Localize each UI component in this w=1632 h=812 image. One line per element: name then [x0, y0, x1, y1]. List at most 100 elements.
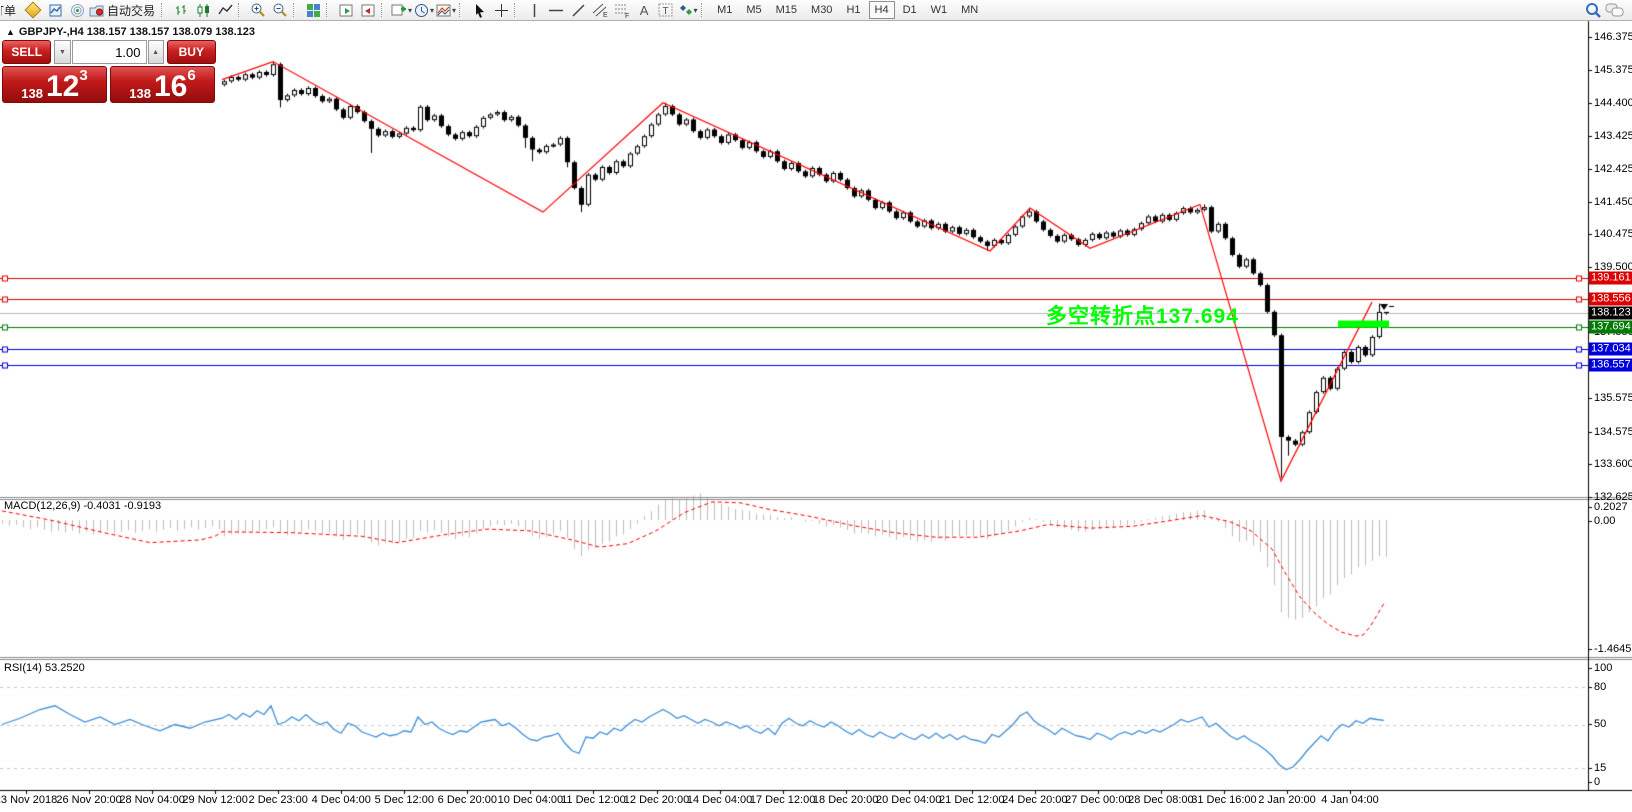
collapse-panel-icon[interactable]: ▲ — [6, 27, 15, 37]
macd-axis-label: 0.00 — [1594, 515, 1616, 527]
time-axis-label: 2 Jan 20:00 — [1258, 794, 1316, 806]
macd-indicator-label: MACD(12,26,9) -0.4031 -0.9193 — [4, 500, 162, 512]
symbol-period-label: GBPJPY-,H4 — [18, 26, 84, 38]
rsi-axis-label: 15 — [1594, 762, 1607, 774]
price-axis-label: 146.375 — [1594, 31, 1632, 43]
equidistant-channel-tool-icon[interactable]: E — [590, 1, 610, 19]
arrows-tool-icon[interactable]: ▾ — [678, 1, 698, 19]
volume-input[interactable] — [71, 40, 147, 64]
sell-price-big: 12 — [45, 70, 80, 103]
trendline-tool-icon[interactable] — [568, 1, 588, 19]
buy-price-sup: 6 — [187, 67, 196, 84]
timeframe-button-h1[interactable]: H1 — [846, 4, 861, 16]
zoom-out-icon[interactable] — [270, 1, 290, 19]
price-axis-label: 135.575 — [1594, 392, 1632, 405]
pivot-annotation-text: 多空转折点137.694 — [1046, 305, 1239, 328]
time-axis-label: 12 Dec 20:00 — [623, 794, 690, 806]
price-level-label: 137.694 — [1589, 320, 1632, 334]
time-axis-label: 2 Dec 23:00 — [248, 794, 308, 806]
new-order-icon[interactable] — [23, 1, 43, 19]
timeframe-button-m1[interactable]: M1 — [717, 4, 733, 16]
one-click-trade-panel: SELL ▼ ▲ BUY 138 12 3 138 16 6 — [2, 40, 216, 103]
sell-price-box[interactable]: 138 12 3 — [2, 66, 107, 103]
timeframe-button-m15[interactable]: M15 — [775, 4, 798, 16]
buy-button[interactable]: BUY — [166, 40, 216, 64]
timeframe-button-m30[interactable]: M30 — [811, 4, 833, 16]
time-axis-label: 4 Dec 04:00 — [311, 794, 371, 806]
price-axis-label: 139.500 — [1594, 260, 1632, 273]
volume-increase-button[interactable]: ▲ — [147, 40, 164, 64]
time-axis-label: 29 Nov 12:00 — [182, 794, 248, 806]
search-icon[interactable] — [1583, 1, 1603, 19]
buy-price-box[interactable]: 138 16 6 — [110, 66, 215, 103]
time-axis-label: 24 Dec 20:00 — [1002, 794, 1068, 806]
rsi-indicator-label: RSI(14) 53.2520 — [4, 662, 85, 674]
svg-text:T: T — [663, 6, 669, 17]
fibonacci-tool-icon[interactable]: F — [612, 1, 632, 19]
line-chart-icon[interactable] — [215, 1, 235, 19]
ohlc-readout: 138.157 138.157 138.079 138.123 — [86, 26, 256, 38]
crosshair-tool-icon[interactable] — [491, 1, 511, 19]
template-icon[interactable]: ▾ — [436, 1, 456, 19]
new-order-button[interactable]: 订单 — [1, 3, 17, 18]
time-axis-label: 21 Dec 12:00 — [939, 794, 1005, 806]
time-axis-label: 14 Dec 04:00 — [686, 794, 753, 806]
time-axis-label: 4 Jan 04:00 — [1321, 794, 1379, 806]
main-toolbar: 订单 自动交易 ▾ ▾ ▾ — [0, 0, 1632, 21]
timeframe-button-h4[interactable]: H4 — [868, 1, 895, 19]
price-level-label: 136.557 — [1589, 358, 1632, 372]
radar-icon[interactable] — [67, 1, 87, 19]
zoom-in-icon[interactable] — [248, 1, 268, 19]
buy-price-prefix: 138 — [129, 86, 151, 101]
market-watch-icon[interactable] — [45, 1, 65, 19]
sell-price-prefix: 138 — [21, 86, 43, 101]
macd-axis-label: -1.4645 — [1594, 643, 1632, 655]
time-axis-label: 5 Dec 12:00 — [374, 794, 434, 806]
rsi-axis-label: 0 — [1594, 776, 1601, 788]
price-axis-label: 145.375 — [1594, 64, 1632, 77]
autotrading-button[interactable]: 自动交易 — [89, 1, 158, 19]
price-level-label: 138.123 — [1589, 306, 1632, 320]
timeframe-button-m5[interactable]: M5 — [746, 4, 762, 16]
macd-axis-label: 0.2027 — [1594, 501, 1628, 513]
chart-title: ▲ GBPJPY-,H4 138.157 138.157 138.079 138… — [6, 26, 255, 38]
text-tool-icon[interactable]: A — [639, 2, 649, 18]
auto-scroll-icon[interactable] — [336, 1, 356, 19]
chart-shift-icon[interactable] — [358, 1, 378, 19]
price-axis-label: 140.475 — [1594, 228, 1632, 241]
candlestick-chart-icon[interactable] — [193, 1, 213, 19]
svg-text:F: F — [625, 13, 629, 18]
horizontal-line-tool-icon[interactable] — [546, 1, 566, 19]
time-axis-label: 17 Dec 12:00 — [749, 794, 816, 806]
periods-icon[interactable]: ▾ — [414, 1, 434, 19]
timeframe-button-mn[interactable]: MN — [961, 4, 979, 16]
add-indicator-icon[interactable]: ▾ — [391, 1, 412, 19]
price-level-label: 137.034 — [1589, 342, 1632, 356]
timeframe-button-w1[interactable]: W1 — [930, 4, 948, 16]
sell-price-sup: 3 — [79, 67, 88, 84]
price-axis-label: 133.600 — [1594, 458, 1632, 471]
sell-button[interactable]: SELL — [2, 40, 52, 64]
volume-decrease-button[interactable]: ▼ — [54, 40, 71, 64]
vertical-line-tool-icon[interactable] — [524, 1, 544, 19]
bar-chart-icon[interactable] — [171, 1, 191, 19]
price-axis-label: 144.400 — [1594, 97, 1632, 110]
time-axis-label: 28 Nov 04:00 — [119, 794, 185, 806]
chat-icon[interactable] — [1605, 1, 1625, 19]
price-axis-label: 132.625 — [1594, 490, 1632, 503]
time-axis-label: 23 Nov 2018 — [0, 794, 58, 806]
timeframe-button-d1[interactable]: D1 — [902, 4, 917, 16]
time-axis-label: 18 Dec 20:00 — [812, 794, 879, 806]
autotrading-icon — [89, 5, 104, 16]
price-level-label: 138.556 — [1589, 292, 1632, 306]
time-axis-label: 28 Dec 08:00 — [1128, 794, 1194, 806]
buy-price-big: 16 — [153, 70, 188, 103]
time-axis-label: 6 Dec 20:00 — [437, 794, 498, 806]
time-axis-label: 26 Nov 20:00 — [56, 794, 122, 806]
rsi-axis-label: 100 — [1594, 662, 1613, 674]
cursor-tool-icon[interactable] — [469, 1, 489, 19]
text-label-tool-icon[interactable]: T — [656, 1, 676, 19]
tile-windows-icon[interactable] — [303, 1, 323, 19]
price-axis-label: 143.425 — [1594, 129, 1632, 142]
